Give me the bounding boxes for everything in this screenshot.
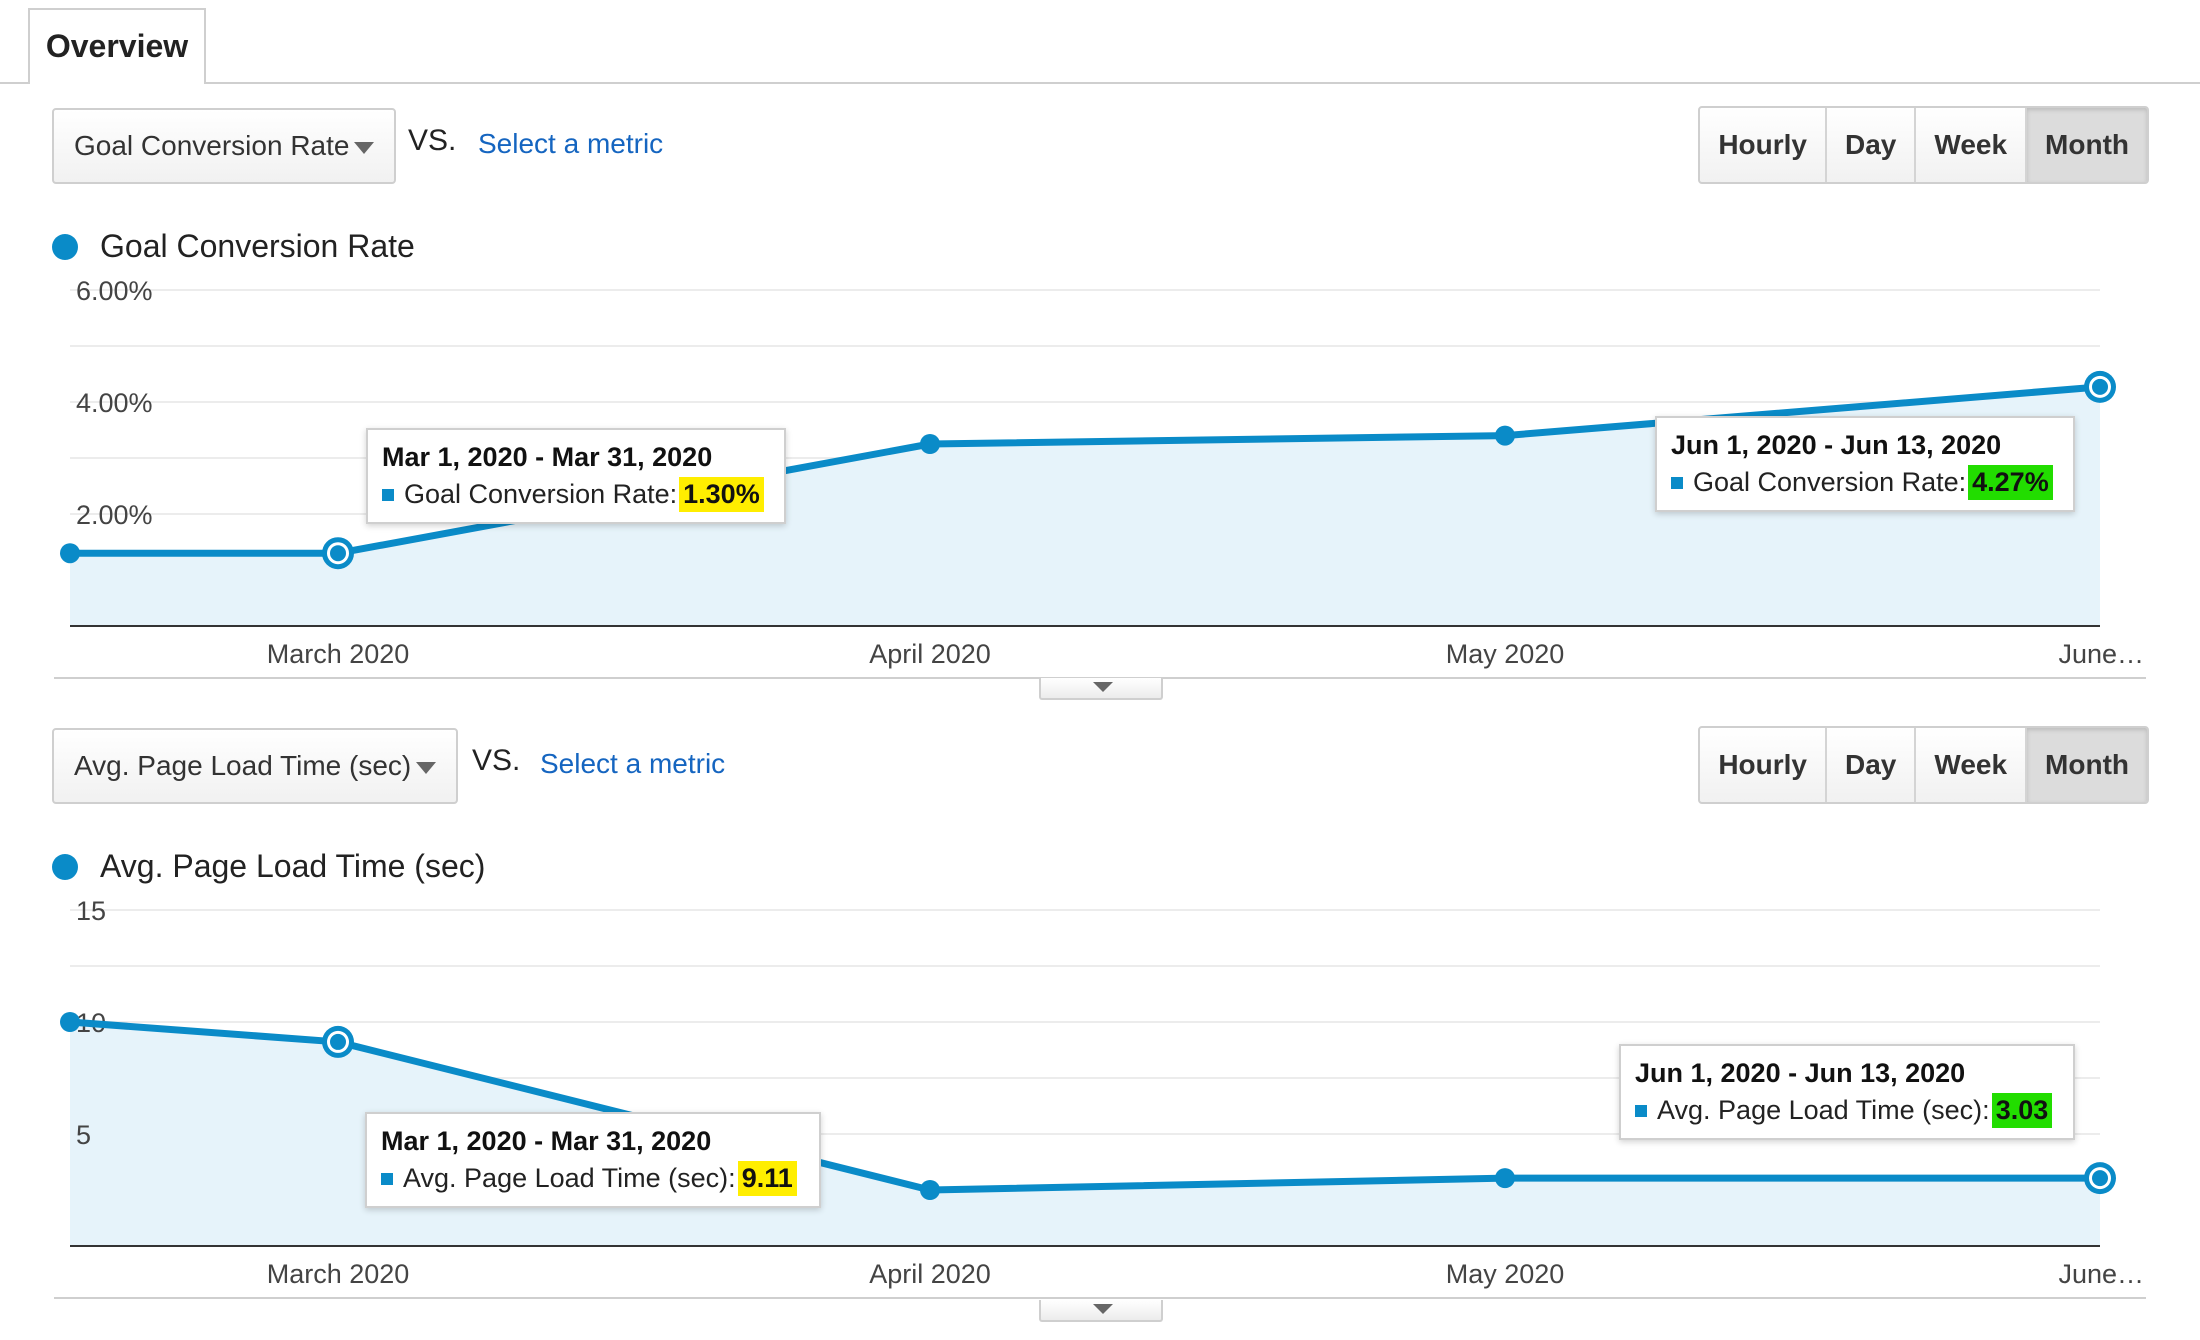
x-tick-label: March 2020 xyxy=(267,1259,410,1289)
y-tick-label: 15 xyxy=(76,896,106,926)
tooltip-value: 9.11 xyxy=(737,1161,797,1196)
tooltip-date-range: Mar 1, 2020 - Mar 31, 2020 xyxy=(382,442,713,472)
granularity-hourly-button[interactable]: Hourly xyxy=(1718,129,1808,160)
granularity-month-button[interactable]: Month xyxy=(2025,728,2147,802)
y-tick-label: 5 xyxy=(76,1120,91,1150)
chart-tooltip-start: Mar 1, 2020 - Mar 31, 2020 Avg. Page Loa… xyxy=(365,1112,821,1208)
data-point-core xyxy=(2092,378,2108,395)
series-square-icon xyxy=(1671,476,1683,489)
legend-label: Goal Conversion Rate xyxy=(100,228,415,264)
tab-active-indicator xyxy=(30,80,204,84)
legend-label: Avg. Page Load Time (sec) xyxy=(100,848,486,884)
y-tick-label: 2.00% xyxy=(76,500,153,530)
x-tick-label: May 2020 xyxy=(1446,1259,1565,1289)
metric-dropdown[interactable]: Avg. Page Load Time (sec) xyxy=(52,728,458,804)
collapse-chart-handle[interactable] xyxy=(1039,678,1163,700)
data-point xyxy=(60,543,80,564)
tooltip-date-range: Jun 1, 2020 - Jun 13, 2020 xyxy=(1671,430,2002,460)
tab-bar: Overview xyxy=(0,0,2200,84)
chart-legend: Goal Conversion Rate xyxy=(52,228,415,265)
chart-panel-goal-conversion: 6.00% 4.00% 2.00% March 2020 April 2020 May 2… xyxy=(0,0,2200,700)
x-tick-label: March 2020 xyxy=(267,639,410,669)
granularity-day-button[interactable]: Day xyxy=(1825,108,1914,182)
legend-dot-icon xyxy=(52,853,78,880)
x-tick-label: June… xyxy=(2058,639,2144,669)
legend-dot-icon xyxy=(52,233,78,260)
tooltip-date-range: Mar 1, 2020 - Mar 31, 2020 xyxy=(381,1126,712,1156)
line-chart-goal-conversion: 6.00% 4.00% 2.00% March 2020 April 2020 May 2… xyxy=(54,276,2146,679)
x-tick-label: June… xyxy=(2058,1259,2144,1289)
granularity-toggle: Hourly Day Week Month xyxy=(1698,106,2149,184)
vs-label: VS. xyxy=(472,744,521,777)
data-point xyxy=(920,1180,940,1200)
series-square-icon xyxy=(381,1172,393,1185)
metric-dropdown-value: Goal Conversion Rate xyxy=(74,130,350,161)
tooltip-metric-label: Goal Conversion Rate: xyxy=(1693,467,1967,497)
y-tick-label: 4.00% xyxy=(76,388,153,418)
chevron-down-icon xyxy=(1093,1304,1113,1314)
y-tick-label: 6.00% xyxy=(76,276,153,306)
x-tick-label: April 2020 xyxy=(869,639,991,669)
chart-legend: Avg. Page Load Time (sec) xyxy=(52,848,485,885)
metric-dropdown[interactable]: Goal Conversion Rate xyxy=(52,108,396,184)
series-area xyxy=(70,386,2100,626)
data-point-core xyxy=(330,545,346,562)
x-tick-label: May 2020 xyxy=(1446,639,1565,669)
data-point xyxy=(1495,1168,1515,1189)
chevron-down-icon xyxy=(416,762,436,774)
select-metric-link[interactable]: Select a metric xyxy=(540,748,726,779)
chevron-down-icon xyxy=(1093,682,1113,692)
data-point-core xyxy=(2092,1170,2108,1187)
data-point xyxy=(920,434,940,454)
data-point xyxy=(60,1012,80,1032)
data-point-core xyxy=(330,1033,346,1050)
tooltip-row: Avg. Page Load Time (sec): 3.03 xyxy=(1635,1093,2059,1128)
tooltip-metric-label: Avg. Page Load Time (sec): xyxy=(403,1163,736,1193)
tooltip-value: 1.30% xyxy=(679,477,764,512)
series-square-icon xyxy=(1635,1104,1647,1117)
tooltip-row: Goal Conversion Rate: 4.27% xyxy=(1671,465,2059,500)
vs-label: VS. xyxy=(408,124,457,157)
granularity-toggle: Hourly Day Week Month xyxy=(1698,726,2149,804)
tooltip-metric-label: Goal Conversion Rate: xyxy=(404,479,678,509)
select-metric-link[interactable]: Select a metric xyxy=(478,128,664,159)
tooltip-row: Avg. Page Load Time (sec): 9.11 xyxy=(381,1161,805,1196)
granularity-day-button[interactable]: Day xyxy=(1825,728,1914,802)
metric-dropdown-value: Avg. Page Load Time (sec) xyxy=(74,750,412,781)
data-point xyxy=(1495,425,1515,446)
chart-tooltip-start: Mar 1, 2020 - Mar 31, 2020 Goal Conversi… xyxy=(366,428,786,524)
granularity-week-button[interactable]: Week xyxy=(1914,728,2025,802)
granularity-week-button[interactable]: Week xyxy=(1914,108,2025,182)
tooltip-row: Goal Conversion Rate: 1.30% xyxy=(382,477,770,512)
x-tick-label: April 2020 xyxy=(869,1259,991,1289)
granularity-hourly-button[interactable]: Hourly xyxy=(1718,749,1808,780)
tooltip-value: 3.03 xyxy=(1991,1093,2053,1128)
collapse-chart-handle[interactable] xyxy=(1039,1300,1163,1322)
chart-tooltip-end: Jun 1, 2020 - Jun 13, 2020 Goal Conversi… xyxy=(1655,416,2075,512)
tooltip-metric-label: Avg. Page Load Time (sec): xyxy=(1657,1095,1990,1125)
granularity-month-button[interactable]: Month xyxy=(2025,108,2147,182)
chart-tooltip-end: Jun 1, 2020 - Jun 13, 2020 Avg. Page Loa… xyxy=(1619,1044,2075,1140)
chart-panel-page-load: 15 10 5 March 2020 April 2020 May 2020 June… A… xyxy=(0,620,2200,1322)
tooltip-value: 4.27% xyxy=(1968,465,2053,500)
tooltip-date-range: Jun 1, 2020 - Jun 13, 2020 xyxy=(1635,1058,1966,1088)
tab-overview[interactable]: Overview xyxy=(28,8,206,82)
chevron-down-icon xyxy=(354,142,374,154)
series-square-icon xyxy=(382,488,394,501)
